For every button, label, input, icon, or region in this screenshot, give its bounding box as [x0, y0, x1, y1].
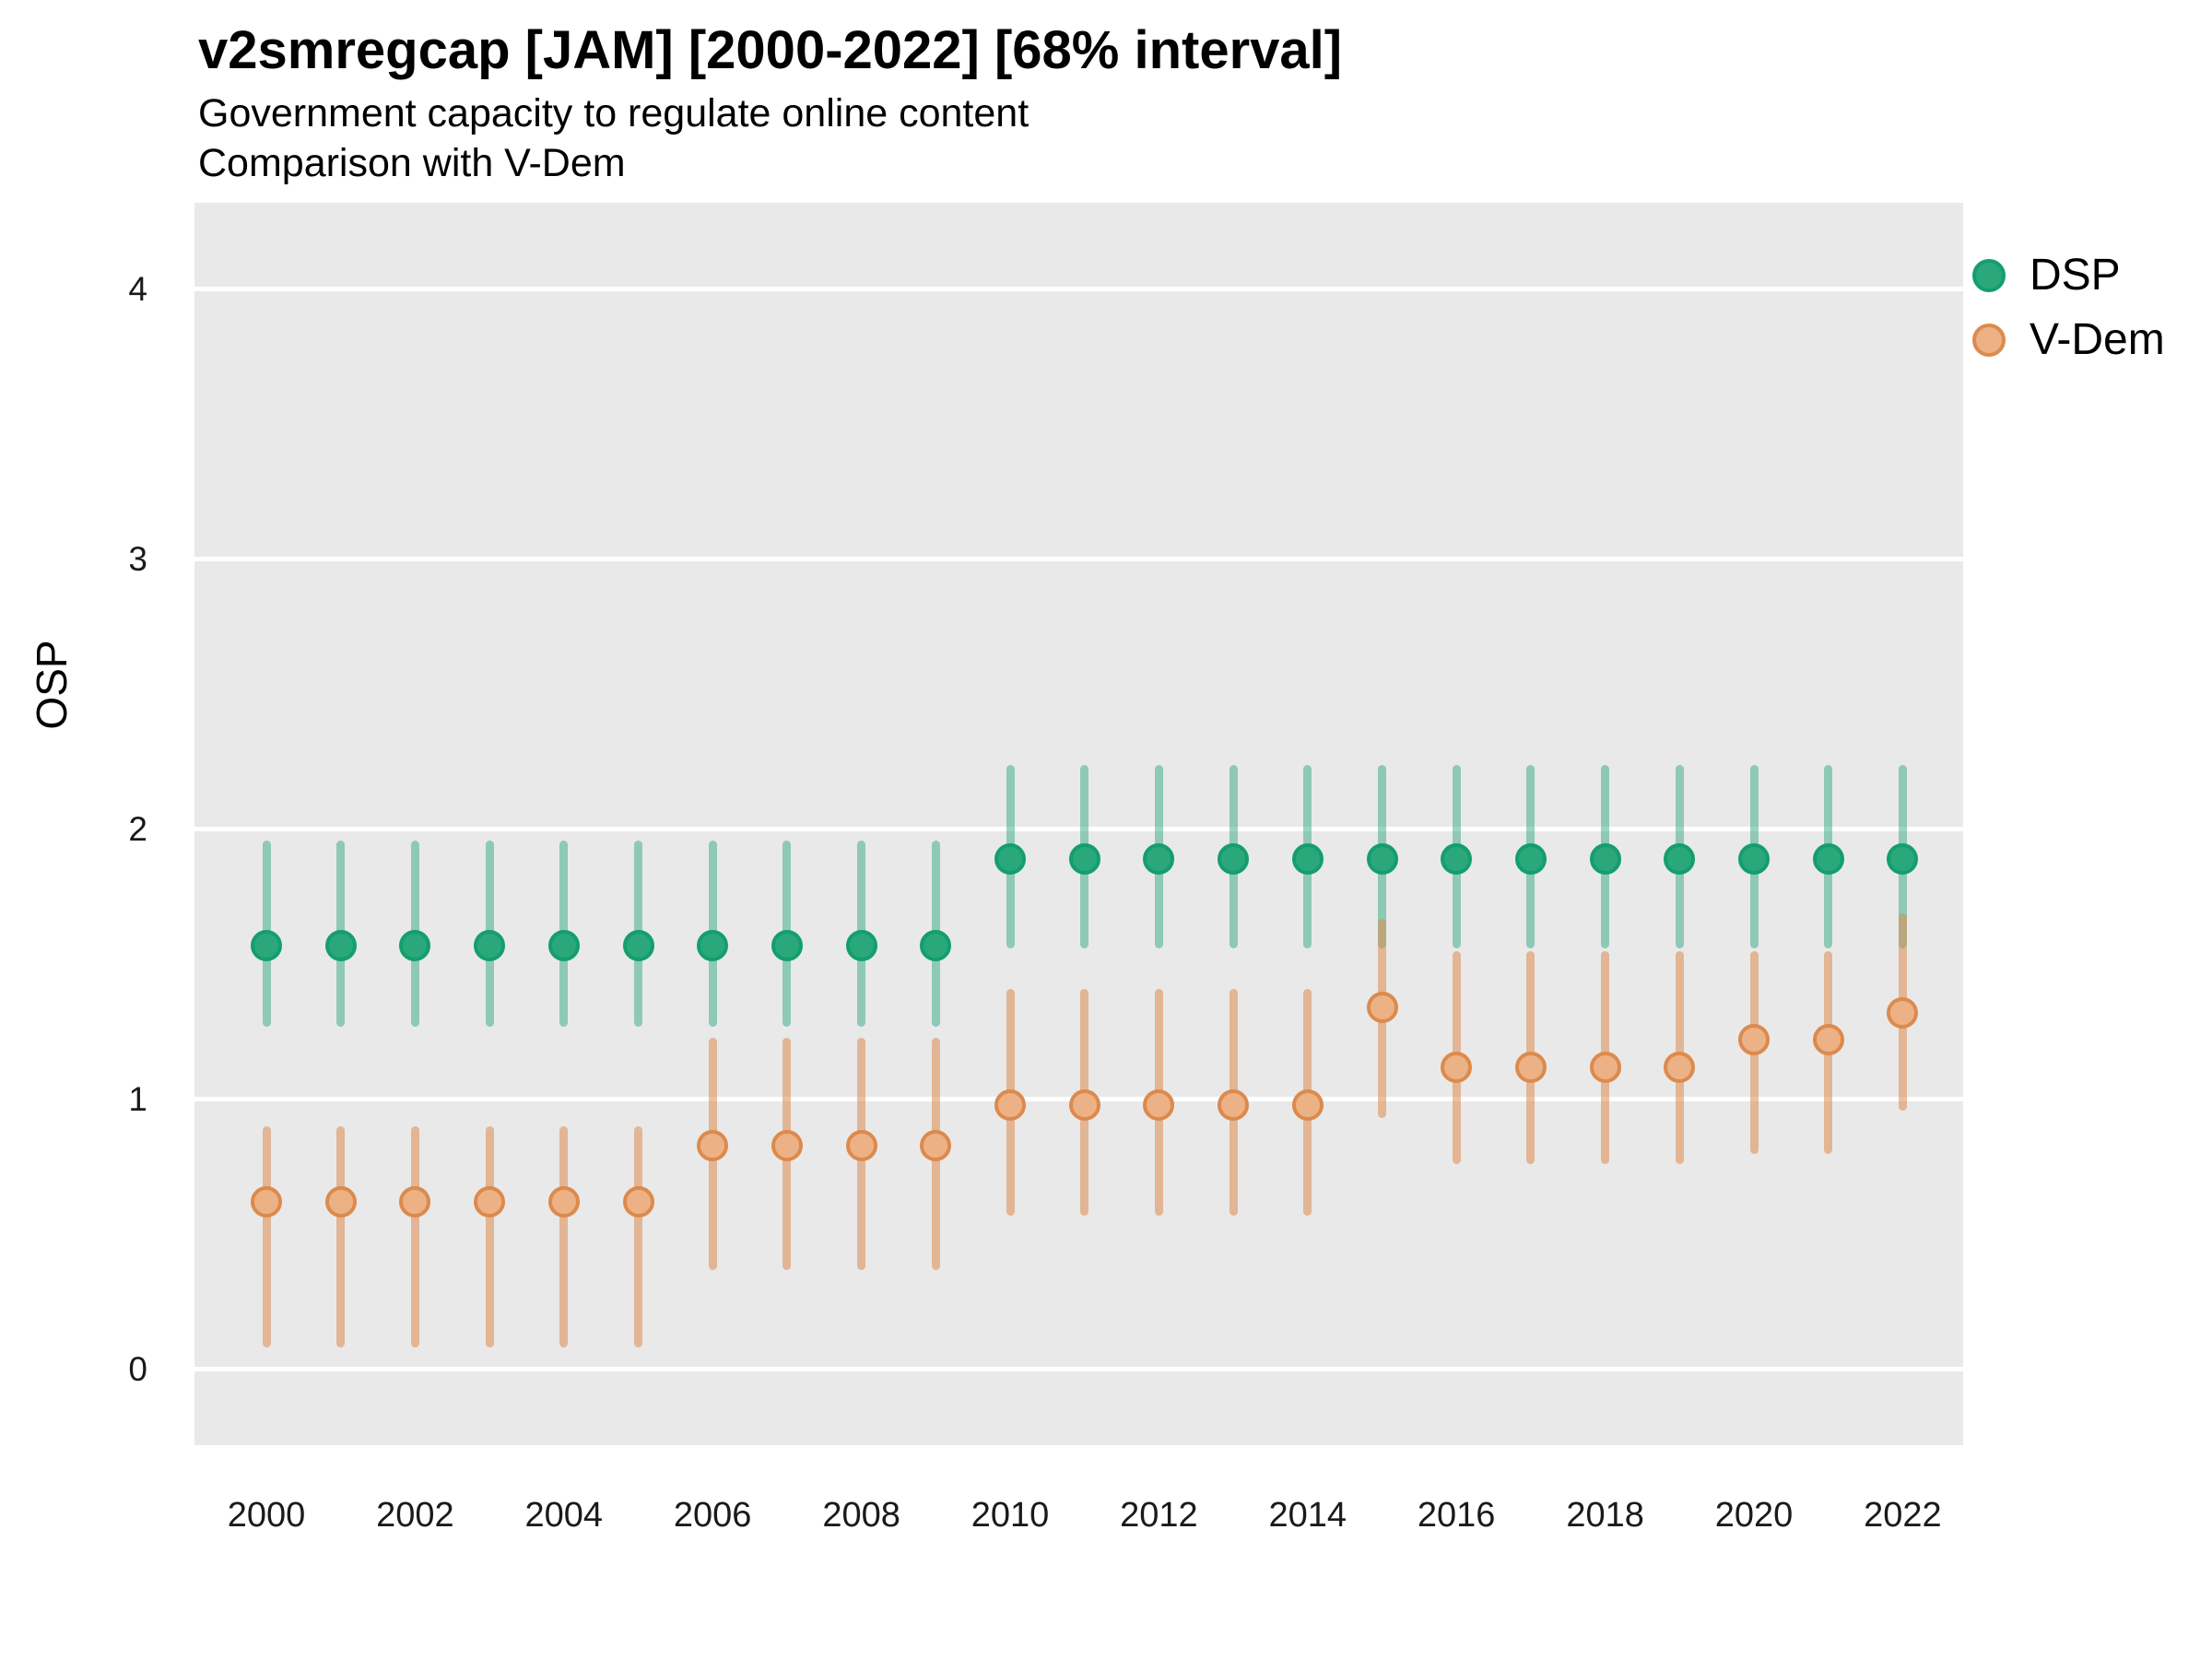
- vdem-point-2017: [1514, 1051, 1547, 1083]
- vdem-point-2001: [324, 1186, 357, 1218]
- x-tick-label-2020: 2020: [1714, 1496, 1794, 1535]
- dsp-point-2018: [1589, 843, 1621, 876]
- dsp-point-2016: [1441, 843, 1473, 876]
- vdem-point-2000: [251, 1186, 282, 1218]
- vdem-point-2019: [1664, 1051, 1696, 1083]
- vdem-point-2007: [771, 1129, 803, 1161]
- chart-subtitle-2: Comparison with V-Dem: [198, 141, 626, 185]
- vdem-point-2015: [1366, 992, 1398, 1024]
- gridline-y-0: [194, 1367, 1963, 1372]
- x-tick-label-2002: 2002: [376, 1496, 454, 1535]
- vdem-point-2021: [1812, 1024, 1844, 1056]
- dsp-point-2013: [1218, 843, 1250, 876]
- dsp-point-2003: [474, 929, 506, 961]
- vdem-interval-2001: [336, 1126, 346, 1348]
- legend-swatch-dsp-icon: [1972, 259, 2006, 292]
- vdem-point-2002: [399, 1186, 431, 1218]
- dsp-point-2017: [1514, 843, 1547, 876]
- vdem-interval-2002: [410, 1126, 419, 1348]
- vdem-point-2009: [920, 1129, 952, 1161]
- y-tick-label-2: 2: [128, 809, 147, 848]
- vdem-point-2020: [1738, 1024, 1770, 1056]
- legend-row-dsp: DSP: [1972, 251, 2165, 300]
- vdem-point-2013: [1218, 1088, 1250, 1121]
- dsp-point-2002: [399, 929, 431, 961]
- vdem-interval-2004: [559, 1126, 569, 1348]
- vdem-interval-2000: [262, 1126, 271, 1348]
- vdem-point-2016: [1441, 1051, 1473, 1083]
- x-tick-label-2014: 2014: [1268, 1496, 1347, 1535]
- dsp-point-2000: [251, 929, 282, 961]
- dsp-point-2015: [1366, 843, 1398, 876]
- y-tick-label-3: 3: [128, 539, 147, 578]
- vdem-point-2010: [994, 1088, 1026, 1121]
- gridline-y-3: [194, 557, 1963, 562]
- dsp-point-2010: [994, 843, 1026, 876]
- vdem-point-2008: [845, 1129, 877, 1161]
- x-tick-label-2012: 2012: [1120, 1496, 1198, 1535]
- x-tick-label-2016: 2016: [1417, 1496, 1496, 1535]
- vdem-point-2012: [1143, 1088, 1175, 1121]
- plot-panel: [194, 203, 1963, 1445]
- dsp-point-2008: [845, 929, 877, 961]
- dsp-point-2022: [1887, 843, 1919, 876]
- vdem-point-2011: [1068, 1088, 1100, 1121]
- legend-label-vdem: V-Dem: [2030, 315, 2165, 364]
- x-tick-label-2010: 2010: [971, 1496, 1050, 1535]
- dsp-point-2021: [1812, 843, 1844, 876]
- legend-swatch-vdem-icon: [1972, 324, 2006, 357]
- legend-label-dsp: DSP: [2030, 251, 2121, 300]
- dsp-point-2009: [920, 929, 952, 961]
- dsp-point-2012: [1143, 843, 1175, 876]
- dsp-point-2007: [771, 929, 803, 961]
- y-tick-label-4: 4: [128, 269, 147, 308]
- gridline-y-2: [194, 827, 1963, 832]
- vdem-point-2006: [697, 1129, 729, 1161]
- x-tick-label-2006: 2006: [673, 1496, 752, 1535]
- gridline-y-4: [194, 287, 1963, 292]
- dsp-point-2014: [1291, 843, 1324, 876]
- x-tick-label-2008: 2008: [822, 1496, 900, 1535]
- vdem-interval-2005: [634, 1126, 642, 1348]
- y-tick-label-0: 0: [128, 1349, 147, 1388]
- dsp-point-2019: [1664, 843, 1696, 876]
- vdem-point-2005: [622, 1186, 654, 1218]
- dsp-point-2011: [1068, 843, 1100, 876]
- chart-title: v2smregcap [JAM] [2000-2022] [68% interv…: [198, 20, 1343, 80]
- x-tick-label-2004: 2004: [524, 1496, 604, 1535]
- y-tick-label-1: 1: [128, 1079, 147, 1118]
- legend: DSP V-Dem: [1972, 251, 2165, 380]
- x-tick-label-2022: 2022: [1864, 1496, 1942, 1535]
- dsp-point-2005: [622, 929, 654, 961]
- vdem-point-2022: [1887, 997, 1919, 1030]
- vdem-point-2018: [1589, 1051, 1621, 1083]
- vdem-interval-2003: [485, 1126, 494, 1348]
- dsp-point-2020: [1738, 843, 1770, 876]
- x-tick-label-2018: 2018: [1566, 1496, 1644, 1535]
- y-axis-title: OSP: [28, 640, 76, 730]
- dsp-point-2006: [697, 929, 729, 961]
- x-tick-label-2000: 2000: [227, 1496, 306, 1535]
- vdem-point-2004: [547, 1186, 580, 1218]
- vdem-point-2014: [1291, 1088, 1324, 1121]
- dsp-point-2004: [547, 929, 580, 961]
- legend-row-vdem: V-Dem: [1972, 315, 2165, 365]
- vdem-point-2003: [474, 1186, 506, 1218]
- dsp-point-2001: [324, 929, 357, 961]
- chart-subtitle: Government capacity to regulate online c…: [198, 91, 1030, 135]
